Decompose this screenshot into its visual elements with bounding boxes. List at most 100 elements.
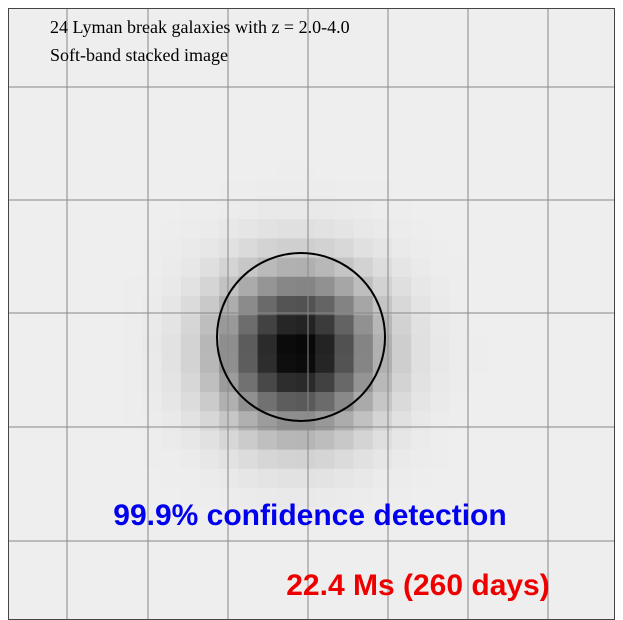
pixel	[411, 200, 431, 220]
pixel	[546, 392, 566, 412]
pixel	[546, 354, 566, 374]
pixel	[546, 200, 566, 220]
pixel	[392, 546, 412, 566]
pixel	[488, 315, 508, 335]
pixel	[66, 66, 86, 86]
pixel	[27, 104, 47, 124]
pixel	[488, 104, 508, 124]
pixel	[411, 258, 431, 278]
pixel	[27, 219, 47, 239]
pixel	[507, 123, 527, 143]
pixel	[373, 27, 393, 47]
pixel	[142, 258, 162, 278]
pixel	[85, 238, 105, 258]
pixel	[526, 27, 546, 47]
pixel	[162, 450, 182, 470]
pixel	[315, 85, 335, 105]
pixel	[354, 181, 374, 201]
pixel	[526, 469, 546, 489]
pixel	[181, 277, 201, 297]
pixel	[584, 526, 604, 546]
pixel	[546, 46, 566, 66]
pixel	[8, 104, 28, 124]
pixel	[526, 354, 546, 374]
pixel	[200, 104, 220, 124]
pixel	[469, 66, 489, 86]
pixel	[104, 546, 124, 566]
pixel	[546, 277, 566, 297]
pixel	[392, 354, 412, 374]
pixel	[354, 411, 374, 431]
pixel	[66, 450, 86, 470]
pixel	[104, 373, 124, 393]
pixel	[469, 46, 489, 66]
pixel	[507, 450, 527, 470]
pixel	[8, 142, 28, 162]
pixel	[296, 392, 316, 412]
pixel	[162, 104, 182, 124]
pixel	[277, 546, 297, 566]
pixel	[181, 315, 201, 335]
pixel	[27, 334, 47, 354]
pixel	[258, 142, 278, 162]
pixel	[85, 162, 105, 182]
pixel	[507, 258, 527, 278]
pixel	[46, 238, 66, 258]
pixel	[450, 430, 470, 450]
pixel	[450, 373, 470, 393]
pixel	[123, 373, 143, 393]
pixel	[66, 85, 86, 105]
pixel	[469, 219, 489, 239]
pixel	[584, 354, 604, 374]
pixel	[411, 354, 431, 374]
pixel	[430, 104, 450, 124]
pixel	[488, 603, 508, 620]
pixel	[123, 334, 143, 354]
pixel	[565, 277, 585, 297]
pixel	[603, 46, 615, 66]
pixel	[603, 546, 615, 566]
pixel	[488, 66, 508, 86]
pixel	[296, 142, 316, 162]
pixel	[430, 200, 450, 220]
pixel	[258, 546, 278, 566]
pixel	[315, 354, 335, 374]
pixel	[430, 334, 450, 354]
pixel	[565, 46, 585, 66]
pixel	[507, 315, 527, 335]
pixel	[469, 354, 489, 374]
pixel	[27, 66, 47, 86]
pixel	[392, 430, 412, 450]
pixel	[200, 565, 220, 585]
pixel	[27, 488, 47, 508]
pixel	[411, 546, 431, 566]
pixel	[258, 66, 278, 86]
pixel	[142, 354, 162, 374]
pixel	[526, 238, 546, 258]
pixel	[584, 46, 604, 66]
pixel	[603, 123, 615, 143]
pixel	[258, 565, 278, 585]
pixel	[526, 450, 546, 470]
pixel	[565, 584, 585, 604]
pixel	[8, 603, 28, 620]
pixel	[46, 315, 66, 335]
pixel	[354, 450, 374, 470]
pixel	[200, 450, 220, 470]
pixel	[200, 181, 220, 201]
pixel	[85, 258, 105, 278]
pixel	[469, 430, 489, 450]
pixel	[296, 315, 316, 335]
pixel	[277, 66, 297, 86]
pixel	[488, 469, 508, 489]
pixel	[8, 123, 28, 143]
pixel	[258, 392, 278, 412]
pixel	[277, 450, 297, 470]
pixel	[526, 66, 546, 86]
pixel	[200, 392, 220, 412]
pixel	[258, 277, 278, 297]
pixel	[162, 181, 182, 201]
pixel	[526, 219, 546, 239]
pixel	[430, 354, 450, 374]
pixel	[584, 584, 604, 604]
